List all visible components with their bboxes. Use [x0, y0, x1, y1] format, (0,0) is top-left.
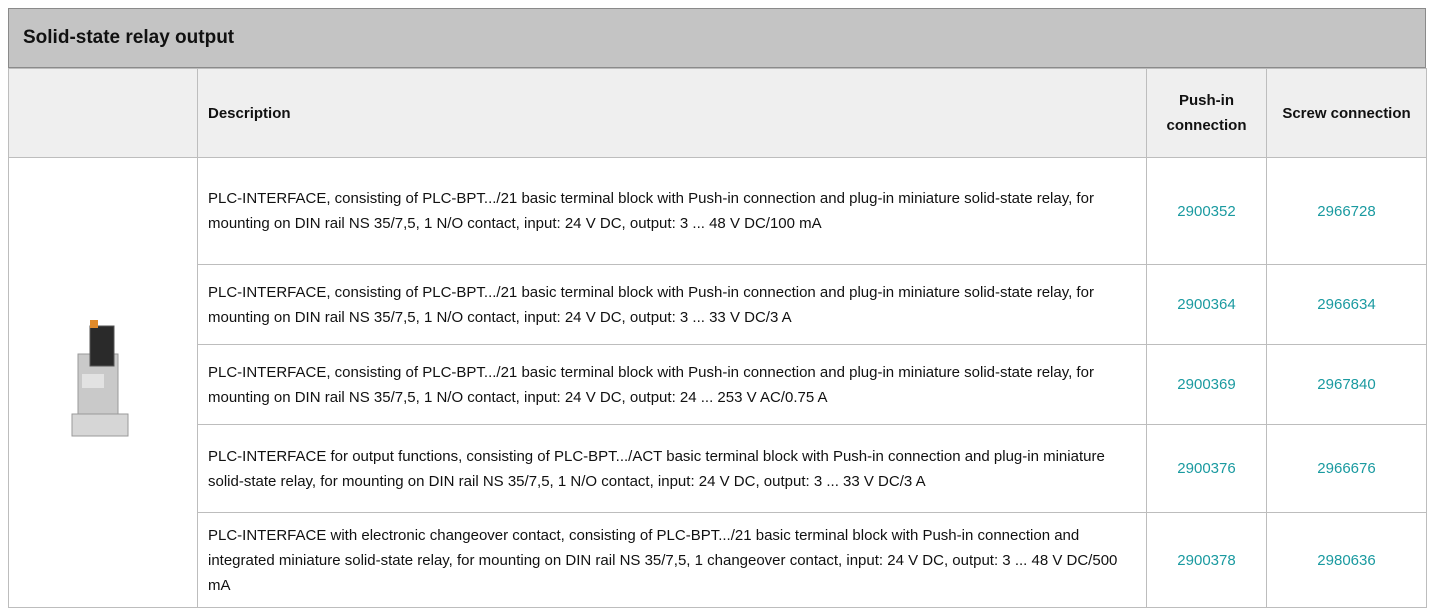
product-image [71, 319, 129, 436]
table-row: PLC-INTERFACE with electronic changeover… [9, 512, 1427, 608]
table-row: PLC-INTERFACE, consisting of PLC-BPT.../… [8, 157, 1427, 608]
article-number-cell: 2967840 [1266, 344, 1427, 425]
table-row: PLC-INTERFACE for output functions, cons… [9, 424, 1427, 513]
article-number-cell: 2966634 [1266, 264, 1427, 345]
article-number-cell: 2900376 [1146, 424, 1267, 513]
description-cell: PLC-INTERFACE for output functions, cons… [197, 424, 1147, 513]
table-row: PLC-INTERFACE, consisting of PLC-BPT.../… [9, 344, 1427, 425]
header-cell: Push-in connection [1146, 68, 1267, 158]
description-cell: PLC-INTERFACE with electronic changeover… [197, 512, 1147, 608]
article-number-cell: 2900369 [1146, 344, 1267, 425]
product-image-cell [8, 157, 198, 608]
header-row: Description Push-in connection Screw con… [8, 68, 1427, 158]
article-link[interactable]: 2966634 [1317, 296, 1376, 313]
table-row: PLC-INTERFACE, consisting of PLC-BPT.../… [9, 264, 1427, 345]
article-number-cell: 2900378 [1146, 512, 1267, 608]
article-link[interactable]: 2900364 [1177, 296, 1236, 313]
header-cell [8, 68, 198, 158]
article-link[interactable]: 2900369 [1177, 376, 1236, 393]
article-number-cell: 2900352 [1146, 157, 1267, 265]
article-link[interactable]: 2900352 [1177, 202, 1236, 220]
article-number-cell: 2980636 [1266, 512, 1427, 608]
description-cell: PLC-INTERFACE, consisting of PLC-BPT.../… [197, 264, 1147, 345]
article-link[interactable]: 2900376 [1177, 460, 1236, 477]
article-link[interactable]: 2980636 [1317, 551, 1376, 569]
product-table-panel: Solid-state relay output Description Pus… [8, 8, 1427, 608]
article-number-cell: 2900364 [1146, 264, 1267, 345]
product-table: Description Push-in connection Screw con… [8, 68, 1427, 608]
article-link[interactable]: 2967840 [1317, 376, 1376, 393]
article-link[interactable]: 2966728 [1317, 202, 1376, 220]
header-cell: Description [197, 68, 1147, 158]
description-cell: PLC-INTERFACE, consisting of PLC-BPT.../… [197, 157, 1147, 265]
article-link[interactable]: 2966676 [1317, 460, 1376, 477]
article-number-cell: 2966728 [1266, 157, 1427, 265]
article-number-cell: 2966676 [1266, 424, 1427, 513]
description-cell: PLC-INTERFACE, consisting of PLC-BPT.../… [197, 344, 1147, 425]
article-link[interactable]: 2900378 [1177, 551, 1236, 569]
panel-title: Solid-state relay output [8, 8, 1426, 68]
header-cell: Screw connection [1266, 68, 1427, 158]
